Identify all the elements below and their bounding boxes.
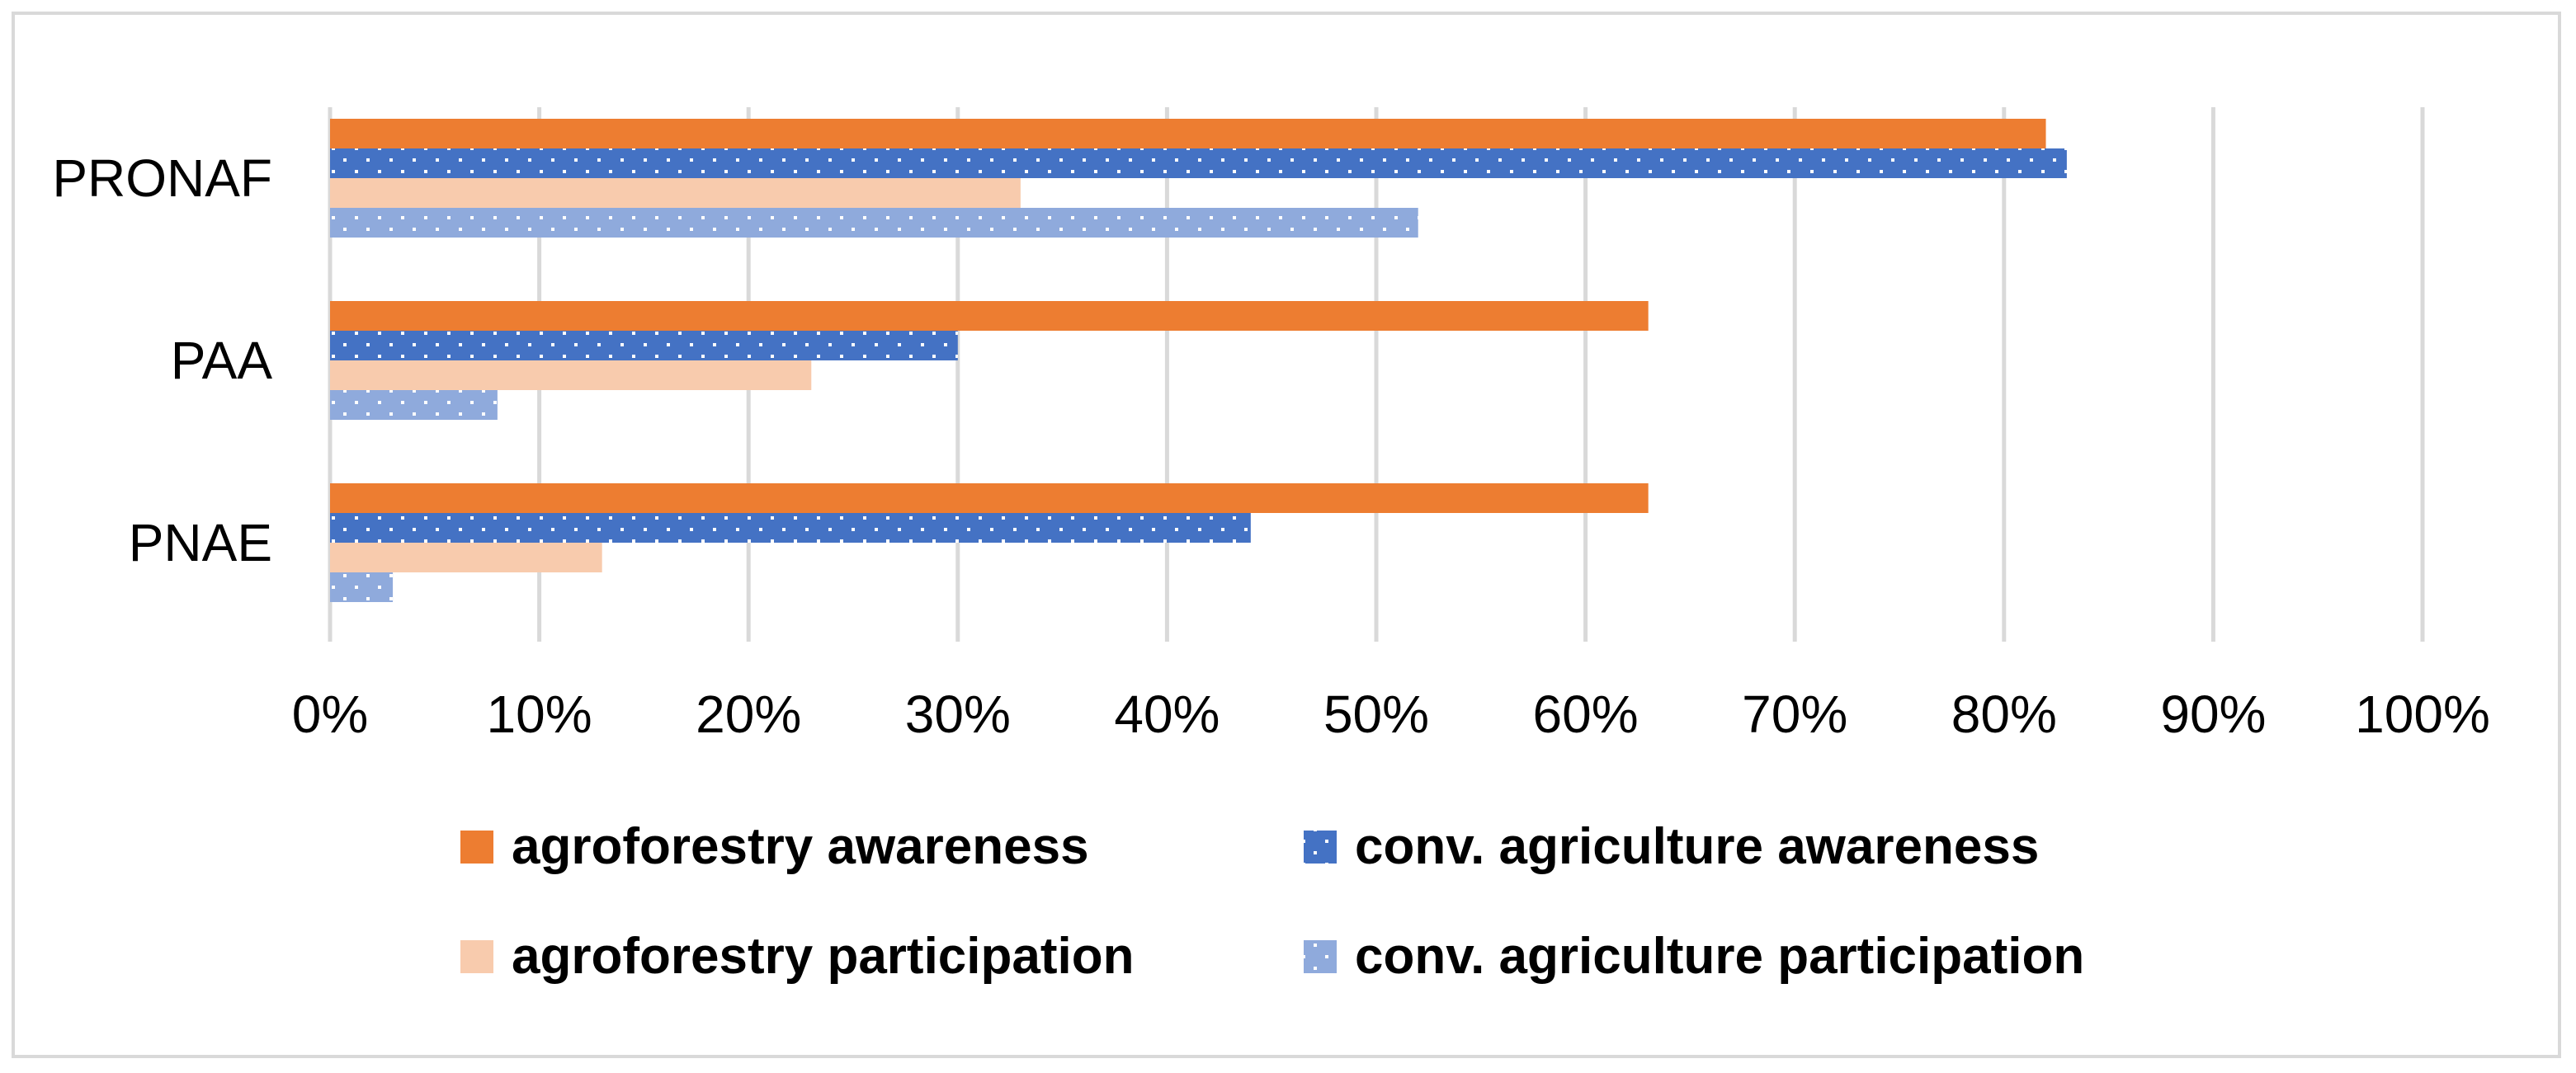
bar-pronaf-conv-agriculture-participation bbox=[330, 208, 1418, 238]
bar-pronaf-agroforestry-participation bbox=[330, 178, 1021, 208]
x-tick-label-30: 30% bbox=[905, 685, 1011, 744]
bar-paa-conv-agriculture-awareness bbox=[330, 331, 958, 360]
x-tick-label-10: 10% bbox=[487, 685, 592, 744]
bar-pronaf-conv-agriculture-awareness bbox=[330, 148, 2067, 178]
bar-pnae-agroforestry-awareness bbox=[330, 483, 1649, 513]
category-label-pronaf: PRONAF bbox=[52, 148, 272, 208]
chart-frame: PRONAF PAA PNAE 0% 10% 20% 30% 40% 50% 60% 70% 80%… bbox=[12, 12, 2561, 1058]
category-label-pnae: PNAE bbox=[129, 513, 272, 572]
bar-pnae-conv-agriculture-awareness bbox=[330, 513, 1251, 543]
bar-pnae-conv-agriculture-participation bbox=[330, 572, 394, 602]
legend-swatch-conv-agriculture-awareness bbox=[1304, 831, 1337, 864]
x-tick-label-70: 70% bbox=[1742, 685, 1847, 744]
category-label-paa: PAA bbox=[171, 331, 273, 390]
category-labels: PRONAF PAA PNAE bbox=[52, 148, 272, 572]
x-tick-label-40: 40% bbox=[1114, 685, 1220, 744]
legend-label-agroforestry-participation: agroforestry participation bbox=[512, 928, 1134, 985]
x-tick-label-20: 20% bbox=[696, 685, 801, 744]
legend-label-conv-agriculture-awareness: conv. agriculture awareness bbox=[1355, 818, 2039, 875]
x-tick-label-80: 80% bbox=[1951, 685, 2057, 744]
legend-label-conv-agriculture-participation: conv. agriculture participation bbox=[1355, 928, 2084, 985]
legend-label-agroforestry-awareness: agroforestry awareness bbox=[512, 818, 1089, 875]
bar-pronaf-agroforestry-awareness bbox=[330, 119, 2046, 148]
bar-chart: PRONAF PAA PNAE 0% 10% 20% 30% 40% 50% 60% 70% 80%… bbox=[52, 107, 2490, 985]
bar-paa-conv-agriculture-participation bbox=[330, 390, 498, 420]
x-axis-tick-labels: 0% 10% 20% 30% 40% 50% 60% 70% 80% 90% 100% bbox=[292, 685, 2490, 744]
bar-paa-agroforestry-participation bbox=[330, 360, 812, 390]
x-tick-label-100: 100% bbox=[2355, 685, 2490, 744]
x-tick-label-90: 90% bbox=[2160, 685, 2266, 744]
legend-swatch-agroforestry-participation bbox=[460, 940, 493, 973]
bars bbox=[330, 119, 2067, 602]
legend-swatch-conv-agriculture-participation bbox=[1304, 940, 1337, 973]
x-tick-label-50: 50% bbox=[1323, 685, 1429, 744]
bar-paa-agroforestry-awareness bbox=[330, 301, 1649, 331]
x-tick-label-0: 0% bbox=[292, 685, 369, 744]
x-tick-label-60: 60% bbox=[1533, 685, 1639, 744]
legend-swatch-agroforestry-awareness bbox=[460, 831, 493, 864]
legend: agroforestry awareness conv. agriculture … bbox=[460, 818, 2084, 985]
bar-pnae-agroforestry-participation bbox=[330, 543, 602, 572]
